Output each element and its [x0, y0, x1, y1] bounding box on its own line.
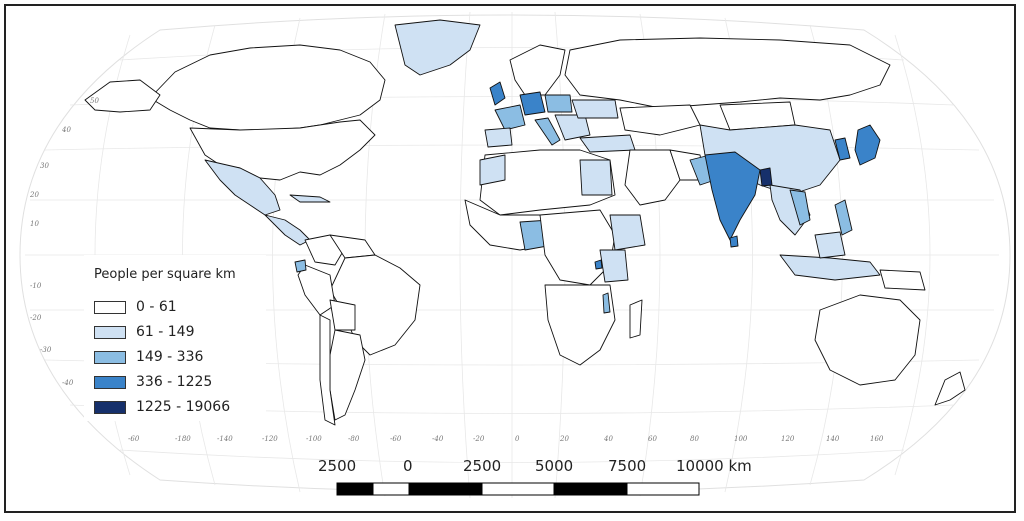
country-vietnam — [789, 189, 811, 226]
latitude-label: 20 — [29, 191, 39, 199]
country-germany — [519, 91, 546, 116]
legend-swatch — [94, 326, 126, 339]
longitude-label: -40 — [432, 435, 444, 443]
legend-label: 336 - 1225 — [136, 374, 213, 390]
country-poland — [544, 94, 573, 113]
legend-label: 1225 - 19066 — [136, 399, 231, 415]
legend-label: 61 - 149 — [136, 324, 195, 340]
country-india — [704, 151, 761, 241]
legend-swatch — [94, 301, 126, 314]
scale-segment — [408, 482, 483, 496]
countries — [84, 19, 966, 426]
latitude-label: -40 — [62, 379, 74, 387]
country-egypt — [579, 159, 613, 196]
country-turkey — [579, 134, 636, 153]
scale-label: 0 — [403, 457, 413, 475]
country-borneo — [814, 231, 846, 259]
country-italy — [534, 117, 561, 146]
latitude-label: -20 — [30, 314, 42, 322]
longitude-labels: -60 -180 -140 -120 -100 -80 -60 -40 -20 0 20 40 60 80… — [128, 435, 884, 443]
longitude-label: -60 — [390, 435, 402, 443]
country-bangladesh — [759, 167, 773, 187]
scale-segment — [626, 482, 700, 496]
scale-label: 2500 — [463, 457, 502, 475]
longitude-label: 0 — [515, 435, 520, 443]
country-alaska — [84, 79, 161, 113]
country-chile — [319, 314, 336, 426]
longitude-label: -60 — [128, 435, 140, 443]
legend-swatch — [94, 376, 126, 389]
country-southern-africa — [544, 284, 616, 366]
scale-segment — [336, 482, 374, 496]
country-rwanda — [594, 259, 603, 270]
map-legend: People per square km 0 - 61 61 - 149 149… — [84, 255, 266, 421]
longitude-label: 60 — [648, 435, 657, 443]
longitude-label: 100 — [734, 435, 748, 443]
scale-bar — [336, 482, 700, 496]
country-ecuador — [294, 259, 307, 273]
longitude-label: 20 — [559, 435, 569, 443]
scale-label: 10000 km — [676, 457, 752, 475]
country-philippines — [834, 199, 853, 236]
longitude-label: 120 — [781, 435, 795, 443]
legend-title: People per square km — [94, 267, 236, 282]
latitude-label: 40 — [61, 126, 71, 134]
country-papua — [879, 269, 926, 291]
country-japan — [854, 124, 881, 166]
country-new-zealand — [934, 371, 966, 406]
country-morocco — [479, 154, 506, 186]
longitude-label: 140 — [826, 435, 840, 443]
latitude-labels: 50 40 30 20 10 -10 -20 -30 -40 — [29, 97, 99, 387]
longitude-label: -140 — [217, 435, 233, 443]
longitude-label: 40 — [603, 435, 613, 443]
longitude-label: 80 — [690, 435, 699, 443]
country-madagascar — [629, 299, 643, 339]
country-east-africa — [599, 249, 629, 283]
country-scandinavia — [509, 44, 566, 96]
legend-swatch — [94, 351, 126, 364]
latitude-label: 10 — [30, 220, 39, 228]
longitude-label: -80 — [348, 435, 360, 443]
scale-segment — [553, 482, 628, 496]
latitude-label: -30 — [40, 346, 52, 354]
country-cuba — [289, 194, 331, 203]
longitude-label: -180 — [175, 435, 191, 443]
country-canada — [149, 44, 386, 131]
country-central-america — [264, 214, 311, 246]
country-balkans — [554, 114, 591, 141]
latitude-label: 50 — [90, 97, 99, 105]
country-bolivia — [329, 299, 356, 331]
scale-label: 2500 — [318, 457, 357, 475]
scale-label: 7500 — [608, 457, 647, 475]
country-malawi — [602, 292, 611, 314]
country-kazakhstan — [619, 104, 701, 136]
country-france — [494, 104, 526, 131]
longitude-label: 160 — [870, 435, 884, 443]
country-sri-lanka — [729, 235, 739, 248]
legend-label: 0 - 61 — [136, 299, 177, 315]
latitude-label: 30 — [40, 162, 49, 170]
legend-swatch — [94, 401, 126, 414]
longitude-label: -100 — [306, 435, 322, 443]
country-australia — [814, 294, 921, 386]
country-korea — [834, 137, 851, 161]
country-uk — [489, 81, 506, 106]
country-ukraine — [571, 99, 619, 119]
country-russia — [564, 37, 891, 109]
country-ethiopia — [609, 214, 646, 251]
country-indonesia — [779, 254, 881, 281]
legend-label: 149 - 336 — [136, 349, 204, 365]
scale-segment — [481, 482, 555, 496]
longitude-label: -120 — [262, 435, 278, 443]
country-mexico — [204, 159, 281, 216]
scale-label: 5000 — [535, 457, 574, 475]
country-spain — [484, 127, 513, 148]
scale-segment — [372, 482, 410, 496]
latitude-label: -10 — [30, 282, 42, 290]
longitude-label: -20 — [473, 435, 485, 443]
country-greenland — [394, 19, 481, 76]
